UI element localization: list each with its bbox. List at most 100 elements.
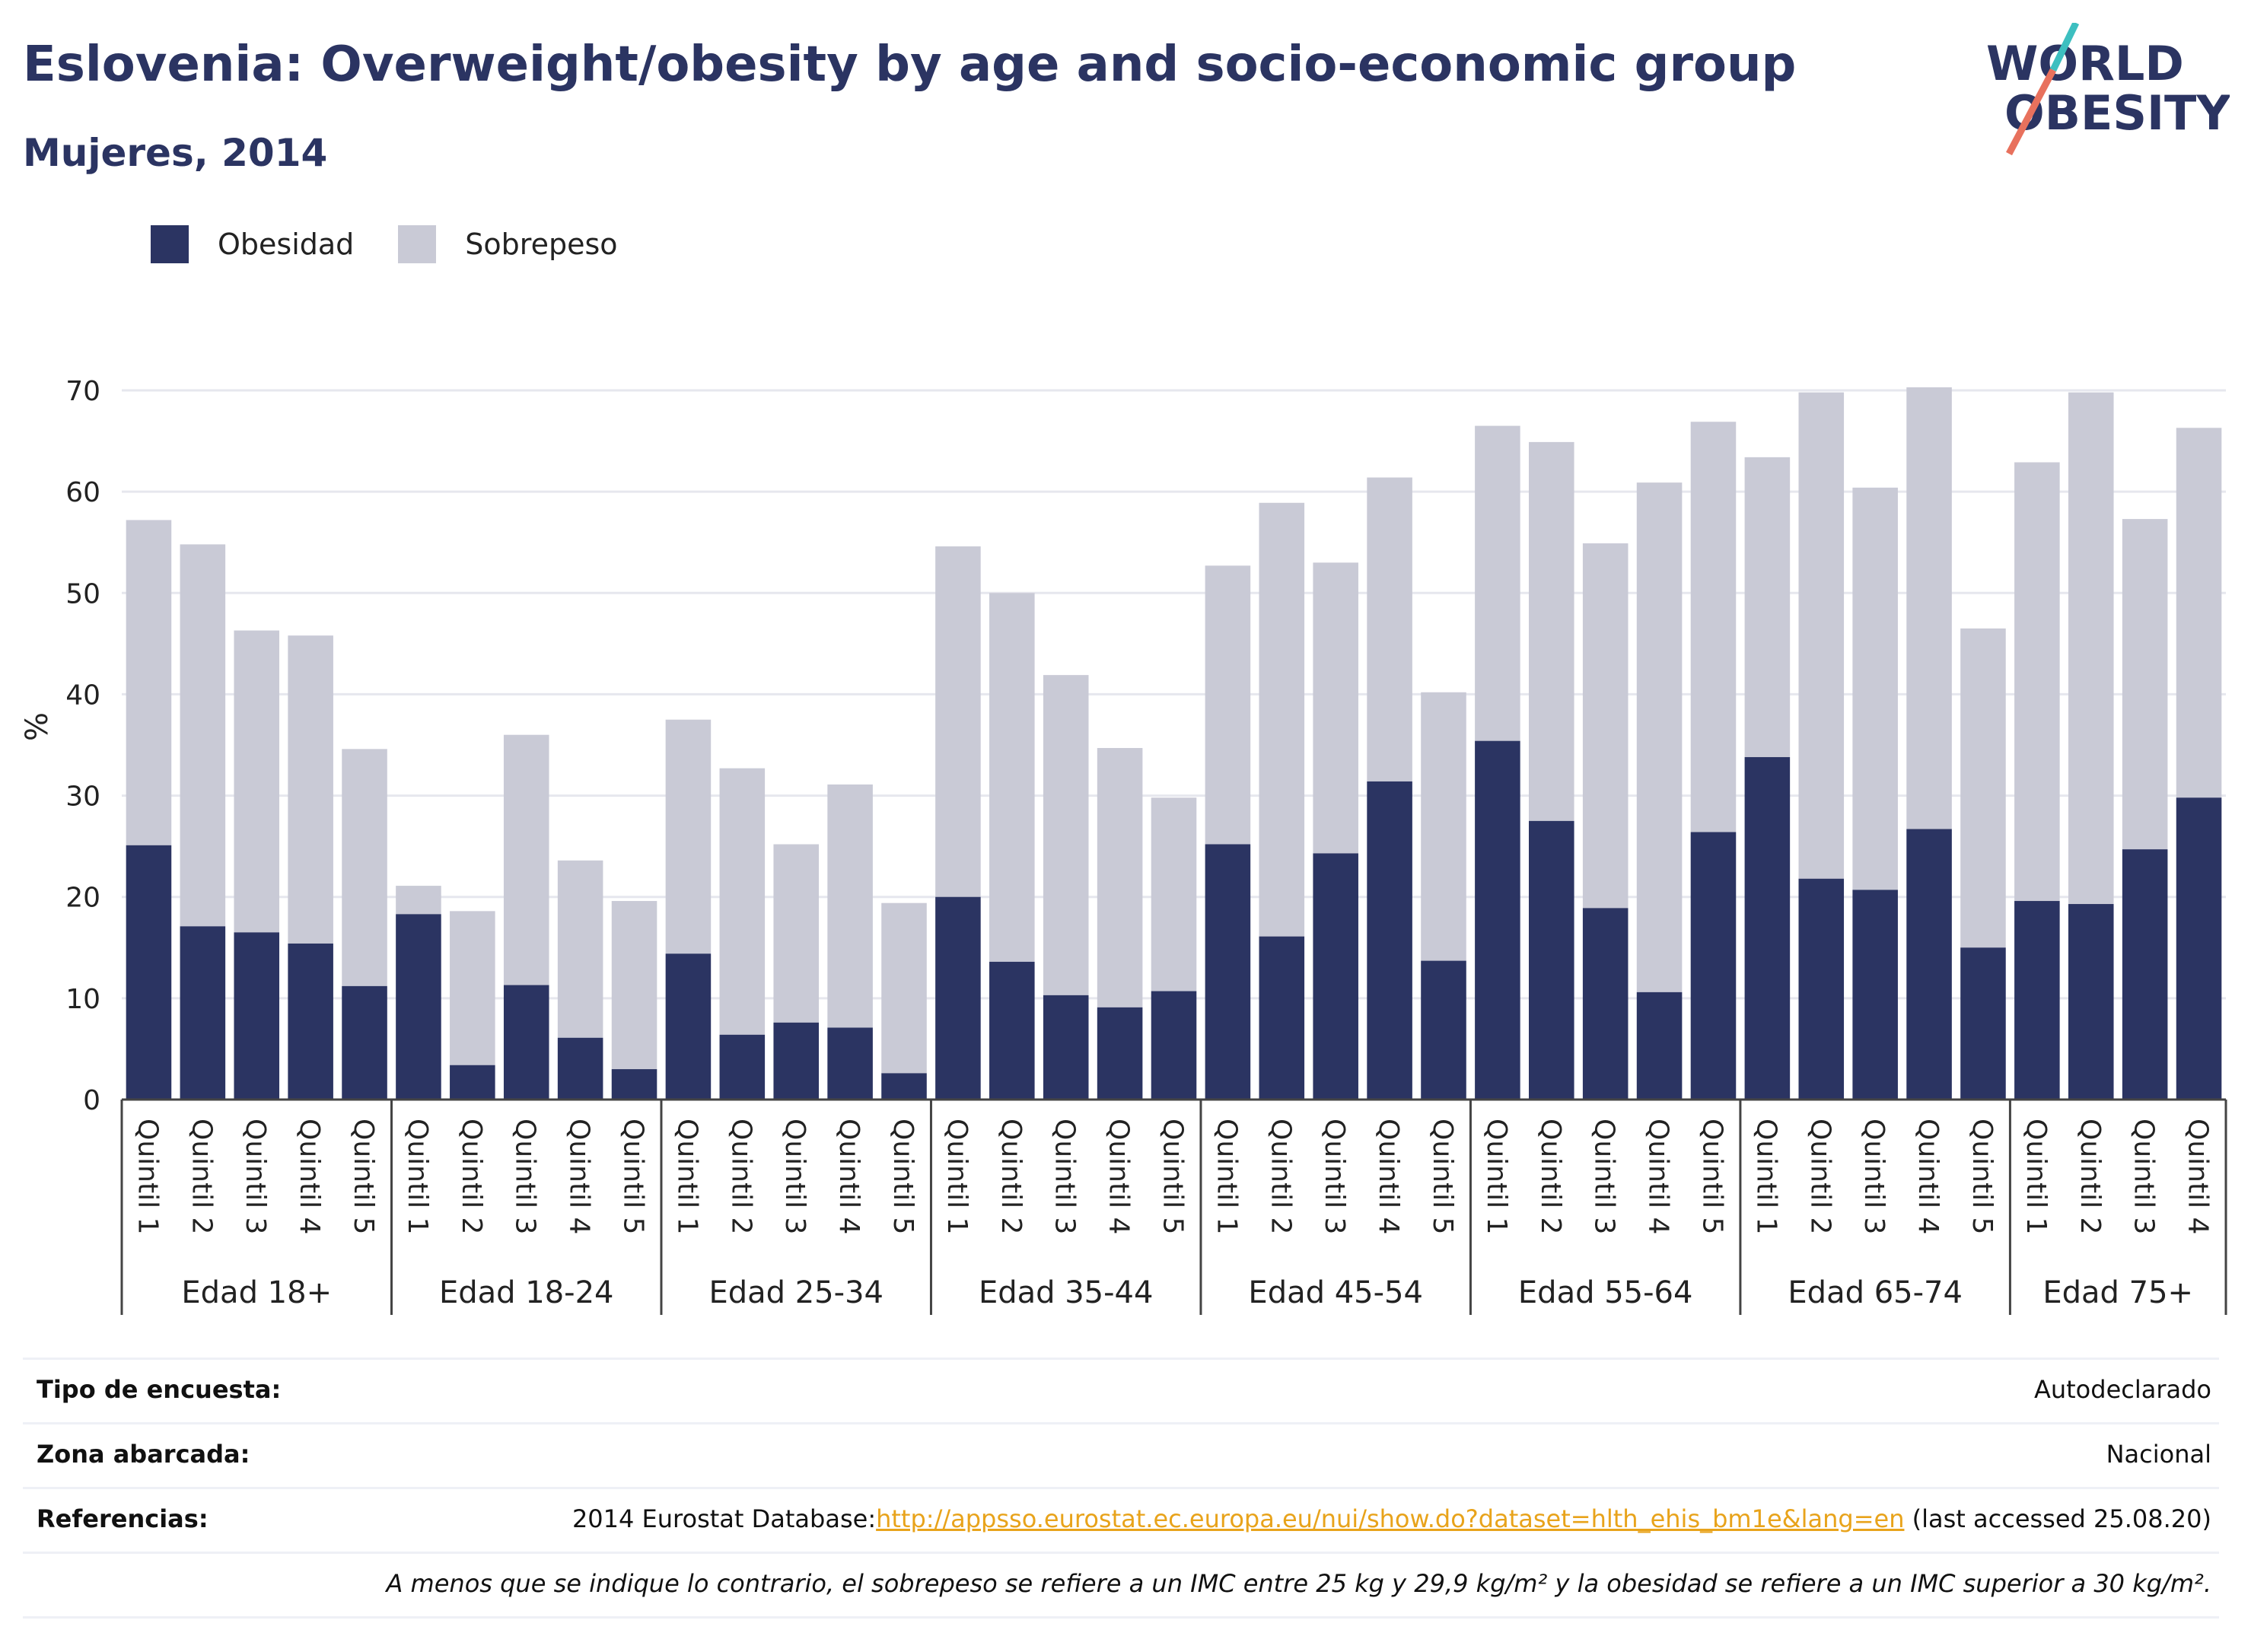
bar-obesidad xyxy=(126,845,172,1100)
bar-obesidad xyxy=(396,914,441,1100)
legend-item-sobrepeso[interactable]: Sobrepeso xyxy=(398,225,618,263)
x-tick-label: Quintil 4 xyxy=(2183,1119,2214,1234)
bar-obesidad xyxy=(2068,904,2114,1100)
bar-sobrepeso xyxy=(1529,441,1574,821)
bar-sobrepeso xyxy=(1205,565,1251,845)
bar-obesidad xyxy=(665,953,712,1100)
x-tick-label: Quintil 2 xyxy=(456,1119,487,1234)
y-tick-label: 40 xyxy=(65,680,100,711)
logo-slash-top xyxy=(2049,23,2080,72)
bar-sobrepeso xyxy=(2122,519,2168,850)
bar-sobrepeso xyxy=(665,719,712,954)
definition-note: A menos que se indique lo contrario, el … xyxy=(386,1569,2211,1598)
bar-sobrepeso xyxy=(1043,675,1089,995)
bar-sobrepeso xyxy=(1852,487,1898,890)
x-tick-label: Quintil 3 xyxy=(2128,1119,2160,1234)
bar-obesidad xyxy=(773,1022,819,1100)
bar-sobrepeso xyxy=(234,630,280,933)
reference-suffix: (last accessed 25.08.20) xyxy=(1904,1504,2211,1533)
legend-label-sobrepeso: Sobrepeso xyxy=(465,228,618,261)
bar-sobrepeso xyxy=(935,546,981,897)
x-tick-label: Quintil 1 xyxy=(402,1119,433,1234)
bar-sobrepeso xyxy=(288,635,333,944)
bar-sobrepeso xyxy=(126,520,172,845)
legend-swatch-sobrepeso xyxy=(398,225,437,263)
bar-obesidad xyxy=(1313,853,1358,1100)
x-tick-label: Quintil 2 xyxy=(725,1119,756,1234)
group-label: Edad 25-34 xyxy=(708,1275,884,1310)
x-tick-label: Quintil 4 xyxy=(1103,1119,1135,1234)
group-label: Edad 65-74 xyxy=(1788,1275,1963,1310)
bar-sobrepeso xyxy=(1636,482,1683,992)
chart-title: Eslovenia: Overweight/obesity by age and… xyxy=(23,37,1797,93)
legend-item-obesidad[interactable]: Obesidad xyxy=(151,225,354,263)
y-tick-label: 10 xyxy=(65,984,100,1015)
x-tick-label: Quintil 5 xyxy=(348,1119,379,1234)
bar-obesidad xyxy=(2176,797,2222,1100)
bar-obesidad xyxy=(1367,781,1412,1100)
bar-sobrepeso xyxy=(1960,628,2006,948)
bar-obesidad xyxy=(1529,820,1574,1100)
bar-obesidad xyxy=(1690,832,1737,1100)
x-tick-label: Quintil 2 xyxy=(995,1119,1027,1234)
legend-label-obesidad: Obesidad xyxy=(218,228,355,261)
x-tick-label: Quintil 5 xyxy=(887,1119,919,1234)
info-row-references: Referencias: 2014 Eurostat Database:http… xyxy=(23,1487,2219,1552)
group-label: Edad 18+ xyxy=(181,1275,332,1310)
bar-sobrepeso xyxy=(989,593,1035,962)
bar-obesidad xyxy=(611,1069,657,1100)
bar-obesidad xyxy=(2122,849,2168,1100)
x-tick-label: Quintil 3 xyxy=(1049,1119,1081,1234)
x-tick-label: Quintil 4 xyxy=(294,1119,325,1234)
bar-sobrepeso xyxy=(1367,477,1412,781)
bar-sobrepeso xyxy=(180,544,226,927)
x-tick-label: Quintil 2 xyxy=(2074,1119,2106,1234)
bar-sobrepeso xyxy=(827,784,873,1028)
bar-obesidad xyxy=(719,1034,766,1100)
x-tick-label: Quintil 3 xyxy=(1319,1119,1350,1234)
bar-obesidad xyxy=(1421,960,1466,1100)
x-tick-label: Quintil 1 xyxy=(1750,1119,1781,1234)
bar-obesidad xyxy=(989,961,1035,1100)
group-label: Edad 75+ xyxy=(2042,1275,2193,1310)
info-label-survey-type: Tipo de encuesta: xyxy=(37,1375,282,1404)
bar-obesidad xyxy=(1259,936,1305,1100)
bar-sobrepeso xyxy=(1906,387,1952,829)
bar-sobrepeso xyxy=(881,902,927,1074)
bar-obesidad xyxy=(1043,995,1089,1100)
bar-sobrepeso xyxy=(396,886,441,915)
bar-obesidad xyxy=(503,985,549,1100)
x-tick-label: Quintil 5 xyxy=(1696,1119,1727,1234)
bar-sobrepeso xyxy=(503,734,549,985)
bar-obesidad xyxy=(234,932,280,1100)
bar-obesidad xyxy=(1798,878,1845,1100)
group-label: Edad 45-54 xyxy=(1248,1275,1423,1310)
reference-link[interactable]: http://appsso.eurostat.ec.europa.eu/nui/… xyxy=(876,1504,1905,1533)
logo-slash-bottom xyxy=(2006,68,2056,156)
bar-obesidad xyxy=(1475,740,1520,1100)
x-tick-label: Quintil 3 xyxy=(1589,1119,1620,1234)
x-tick-label: Quintil 1 xyxy=(1481,1119,1512,1234)
x-tick-label: Quintil 1 xyxy=(2020,1119,2052,1234)
y-tick-label: 30 xyxy=(65,781,100,813)
bar-sobrepeso xyxy=(342,749,387,986)
bar-obesidad xyxy=(342,985,387,1100)
bar-obesidad xyxy=(1582,908,1629,1100)
y-tick-label: 20 xyxy=(65,883,100,914)
chart-subtitle: Mujeres, 2014 xyxy=(23,131,328,175)
reference-prefix: 2014 Eurostat Database: xyxy=(572,1504,877,1533)
info-value-survey-type: Autodeclarado xyxy=(2033,1375,2211,1404)
bar-obesidad xyxy=(1852,890,1898,1100)
x-tick-label: Quintil 1 xyxy=(132,1119,163,1234)
legend-swatch-obesidad xyxy=(151,225,189,263)
x-tick-label: Quintil 4 xyxy=(833,1119,864,1234)
bar-obesidad xyxy=(1960,947,2006,1100)
x-tick-label: Quintil 4 xyxy=(1643,1119,1674,1234)
bar-obesidad xyxy=(1151,991,1197,1100)
x-tick-label: Quintil 4 xyxy=(564,1119,595,1234)
bar-sobrepeso xyxy=(1313,562,1358,854)
info-table: Tipo de encuesta: Autodeclarado Zona aba… xyxy=(23,1358,2219,1619)
bar-sobrepeso xyxy=(2014,462,2060,902)
group-label: Edad 55-64 xyxy=(1518,1275,1693,1310)
bar-sobrepeso xyxy=(1421,692,1466,961)
